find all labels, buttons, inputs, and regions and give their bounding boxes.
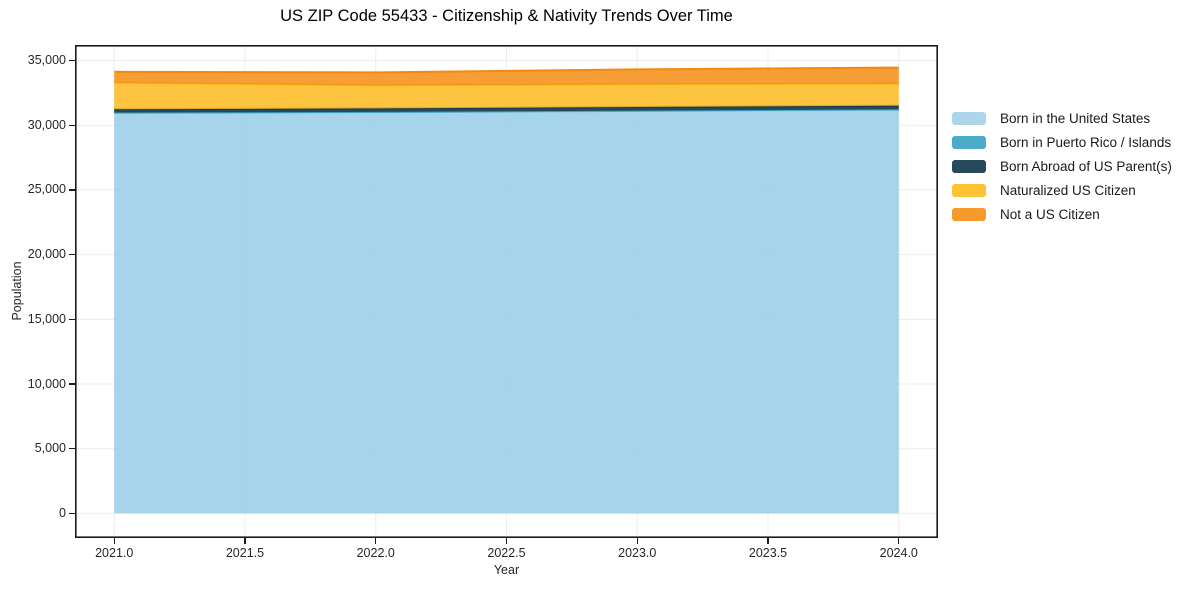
x-tick-mark xyxy=(767,538,769,544)
area-band-edge xyxy=(114,66,899,74)
x-tick-mark xyxy=(113,538,115,544)
area-band xyxy=(114,109,899,514)
x-tick-mark xyxy=(375,538,377,544)
plot-area xyxy=(75,45,938,538)
y-tick-mark xyxy=(69,448,75,450)
y-tick-label: 20,000 xyxy=(27,247,66,262)
legend-item: Born in the United States xyxy=(952,111,1172,126)
y-tick-label: 5,000 xyxy=(34,441,66,456)
y-tick-mark xyxy=(69,124,75,126)
legend-label: Born in the United States xyxy=(1000,111,1151,126)
y-tick-mark xyxy=(69,189,75,191)
legend-label: Born Abroad of US Parent(s) xyxy=(1000,159,1172,174)
y-tick-label: 10,000 xyxy=(27,376,66,391)
legend-swatch xyxy=(952,207,986,222)
x-tick-mark xyxy=(636,538,638,544)
y-tick-label: 25,000 xyxy=(27,182,66,197)
x-tick-mark xyxy=(244,538,246,544)
legend-item: Not a US Citizen xyxy=(952,207,1172,222)
legend-label: Born in Puerto Rico / Islands xyxy=(1000,135,1172,150)
x-tick-mark xyxy=(898,538,900,544)
x-tick-mark xyxy=(505,538,508,544)
legend-label: Naturalized US Citizen xyxy=(1000,183,1136,198)
y-tick-label: 15,000 xyxy=(27,311,66,326)
x-tick-label: 2022.5 xyxy=(487,546,526,560)
y-tick-mark xyxy=(69,383,75,385)
stacked-area-canvas xyxy=(75,45,938,538)
y-tick-mark xyxy=(69,253,75,256)
x-tick-label: 2021.0 xyxy=(95,546,134,560)
x-tick-label: 2024.0 xyxy=(879,546,918,560)
y-tick-mark xyxy=(69,59,75,62)
legend-item: Naturalized US Citizen xyxy=(952,183,1172,198)
legend-item: Born Abroad of US Parent(s) xyxy=(952,159,1172,174)
legend-label: Not a US Citizen xyxy=(1000,207,1100,222)
y-tick-label: 35,000 xyxy=(27,53,66,68)
area-band xyxy=(114,67,899,86)
area-band xyxy=(114,82,899,110)
legend-swatch xyxy=(952,111,986,126)
legend: Born in the United States Born in Puerto … xyxy=(952,111,1172,231)
x-tick-label: 2022.0 xyxy=(356,546,395,560)
legend-swatch xyxy=(952,135,986,150)
legend-swatch xyxy=(952,183,986,198)
x-axis-label: Year xyxy=(493,563,520,577)
y-tick-label: 30,000 xyxy=(27,117,66,132)
x-tick-label: 2023.5 xyxy=(748,546,788,560)
legend-swatch xyxy=(952,159,986,174)
chart-title: US ZIP Code 55433 - Citizenship & Nativi… xyxy=(280,7,733,25)
x-tick-label: 2021.5 xyxy=(225,546,265,560)
plot-border xyxy=(75,45,938,538)
y-tick-mark xyxy=(69,512,75,515)
legend-item: Born in Puerto Rico / Islands xyxy=(952,135,1172,150)
y-tick-label: 0 xyxy=(59,505,66,520)
x-tick-label: 2023.0 xyxy=(618,546,657,560)
y-tick-mark xyxy=(69,318,75,320)
